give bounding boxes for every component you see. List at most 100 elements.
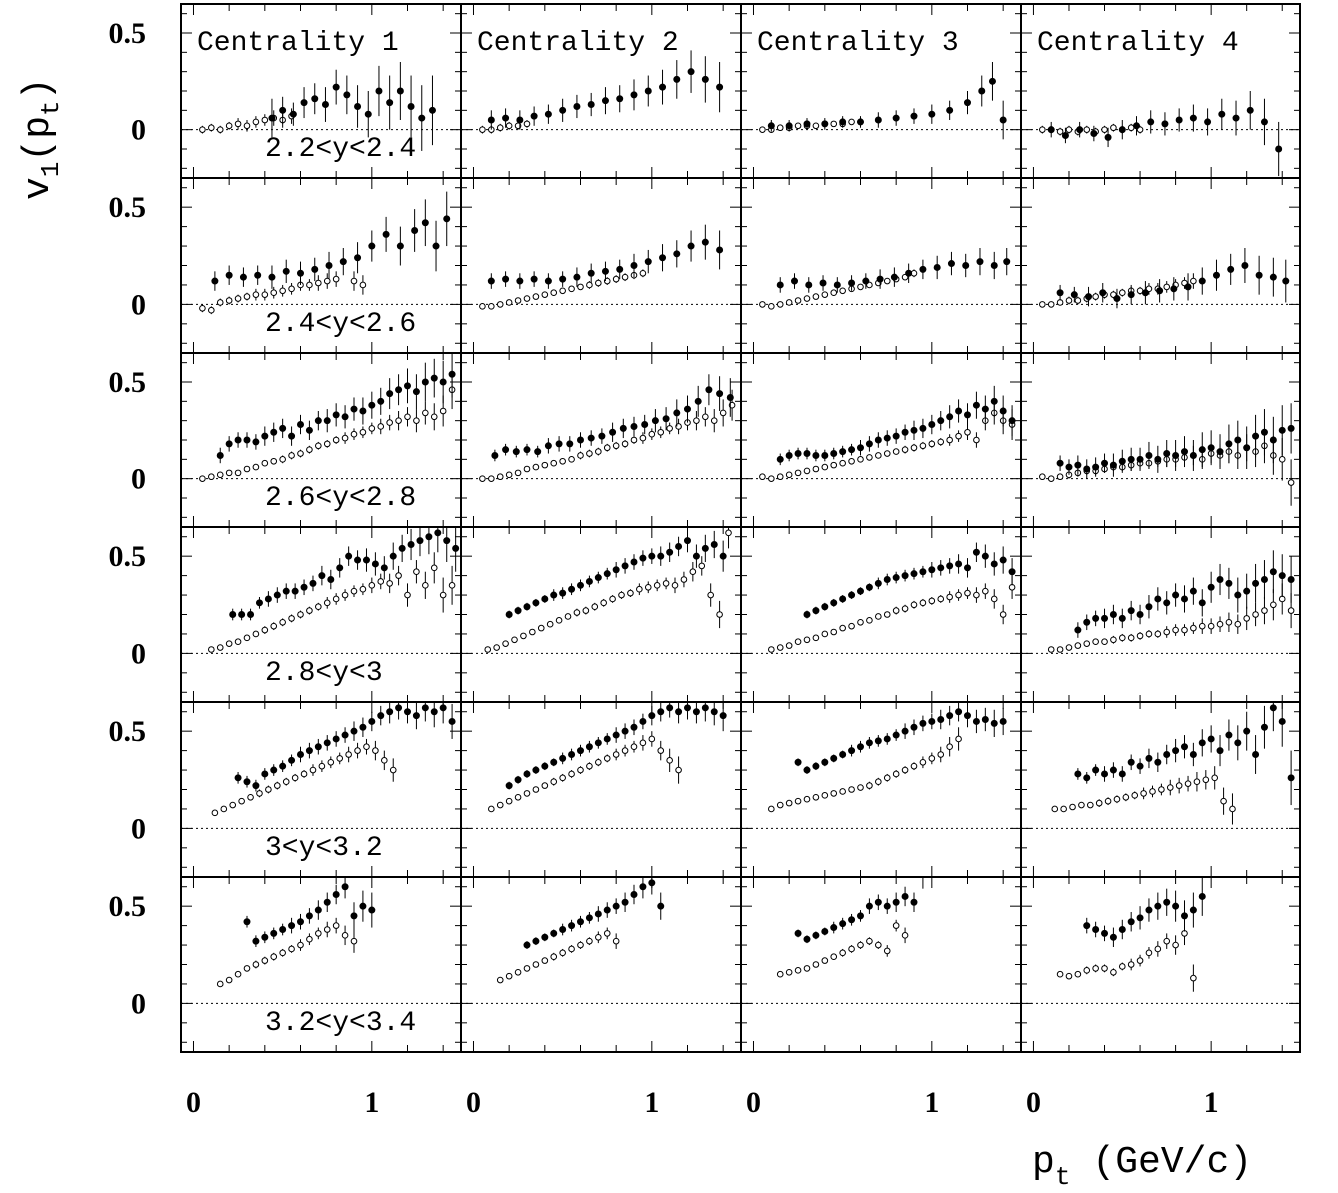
open-marker [1136, 957, 1144, 964]
open-marker [234, 295, 242, 302]
open-marker [514, 968, 522, 976]
filled-marker [332, 411, 340, 419]
open-marker [1166, 784, 1174, 791]
filled-marker [719, 712, 727, 720]
filled-marker [874, 579, 882, 587]
filled-marker [874, 737, 882, 745]
filled-marker [1207, 735, 1215, 743]
open-marker [559, 774, 566, 782]
filled-marker [910, 112, 918, 120]
filled-marker [386, 390, 394, 398]
filled-marker [516, 116, 524, 124]
filled-marker [336, 564, 344, 572]
open-marker [639, 739, 647, 747]
filled-marker [946, 712, 954, 720]
filled-marker [354, 254, 362, 262]
filled-marker [1269, 436, 1277, 444]
open-marker [1056, 473, 1064, 481]
open-marker [243, 293, 251, 300]
filled-marker [523, 603, 531, 611]
open-marker [413, 568, 420, 576]
open-marker [794, 469, 802, 477]
open-marker [1110, 968, 1117, 976]
filled-marker [550, 591, 558, 599]
panel-frame [460, 177, 742, 354]
open-marker [973, 591, 980, 599]
filled-marker [1204, 118, 1212, 126]
filled-marker [812, 762, 820, 770]
open-marker [600, 599, 607, 607]
open-marker [901, 766, 909, 774]
open-marker [621, 747, 629, 754]
filled-marker [901, 892, 909, 900]
open-marker [785, 968, 793, 976]
filled-marker [928, 566, 936, 574]
open-marker [586, 281, 593, 289]
filled-marker [421, 704, 429, 712]
filled-marker [396, 87, 404, 95]
open-marker [225, 469, 233, 477]
filled-marker [1127, 455, 1135, 463]
open-marker [252, 630, 260, 638]
filled-marker [1218, 110, 1226, 118]
open-marker [639, 269, 647, 277]
filled-marker [1127, 607, 1135, 615]
open-marker [243, 965, 251, 972]
rapidity-label-3: 2.6<y<2.8 [265, 483, 416, 514]
open-marker [496, 124, 504, 132]
filled-marker [675, 542, 683, 550]
y-axis-title-paren-open: (p [17, 116, 60, 162]
open-marker [332, 275, 340, 283]
open-marker [1243, 615, 1250, 622]
panel-ticks [461, 702, 741, 877]
filled-marker [254, 271, 262, 279]
open-marker [514, 469, 522, 477]
filled-marker [268, 114, 276, 122]
open-marker [648, 430, 656, 438]
filled-marker [1118, 126, 1126, 134]
filled-marker [439, 378, 447, 386]
filled-marker [803, 611, 811, 618]
open-marker [300, 770, 308, 778]
open-marker [710, 417, 718, 424]
filled-marker [594, 574, 602, 582]
open-marker [350, 277, 358, 285]
open-marker [776, 473, 784, 481]
filled-marker [621, 562, 629, 570]
filled-marker [865, 739, 873, 747]
panel-frame [740, 701, 1022, 878]
filled-marker [1278, 717, 1286, 725]
open-marker [323, 926, 331, 933]
x-tick-label: 0 [186, 1086, 201, 1119]
filled-marker [981, 552, 989, 560]
open-marker [309, 766, 317, 774]
open-marker [803, 467, 811, 475]
open-marker [514, 793, 522, 801]
open-marker [759, 473, 766, 481]
open-marker [1127, 961, 1135, 968]
filled-marker [296, 421, 304, 429]
panel-ticks [461, 178, 741, 353]
open-marker [520, 632, 527, 640]
open-marker [928, 755, 936, 762]
filled-marker [512, 448, 520, 456]
filled-marker [919, 568, 927, 576]
filled-marker [341, 413, 349, 421]
open-marker [1211, 774, 1219, 782]
filled-marker [701, 544, 709, 552]
panel-frame [460, 352, 742, 528]
open-marker [937, 595, 945, 603]
open-marker [1172, 941, 1179, 949]
y-axis-title: v1(pt) [17, 78, 66, 200]
filled-marker [1047, 126, 1055, 134]
open-marker [1056, 646, 1064, 653]
filled-marker [1255, 271, 1263, 279]
filled-marker [955, 560, 963, 568]
filled-marker [856, 444, 864, 452]
open-marker [1074, 970, 1082, 978]
filled-marker [648, 712, 656, 720]
open-marker [612, 442, 620, 450]
open-marker [768, 303, 775, 310]
y-axis-title-paren-subscript: t [36, 100, 66, 116]
open-marker [719, 409, 727, 417]
